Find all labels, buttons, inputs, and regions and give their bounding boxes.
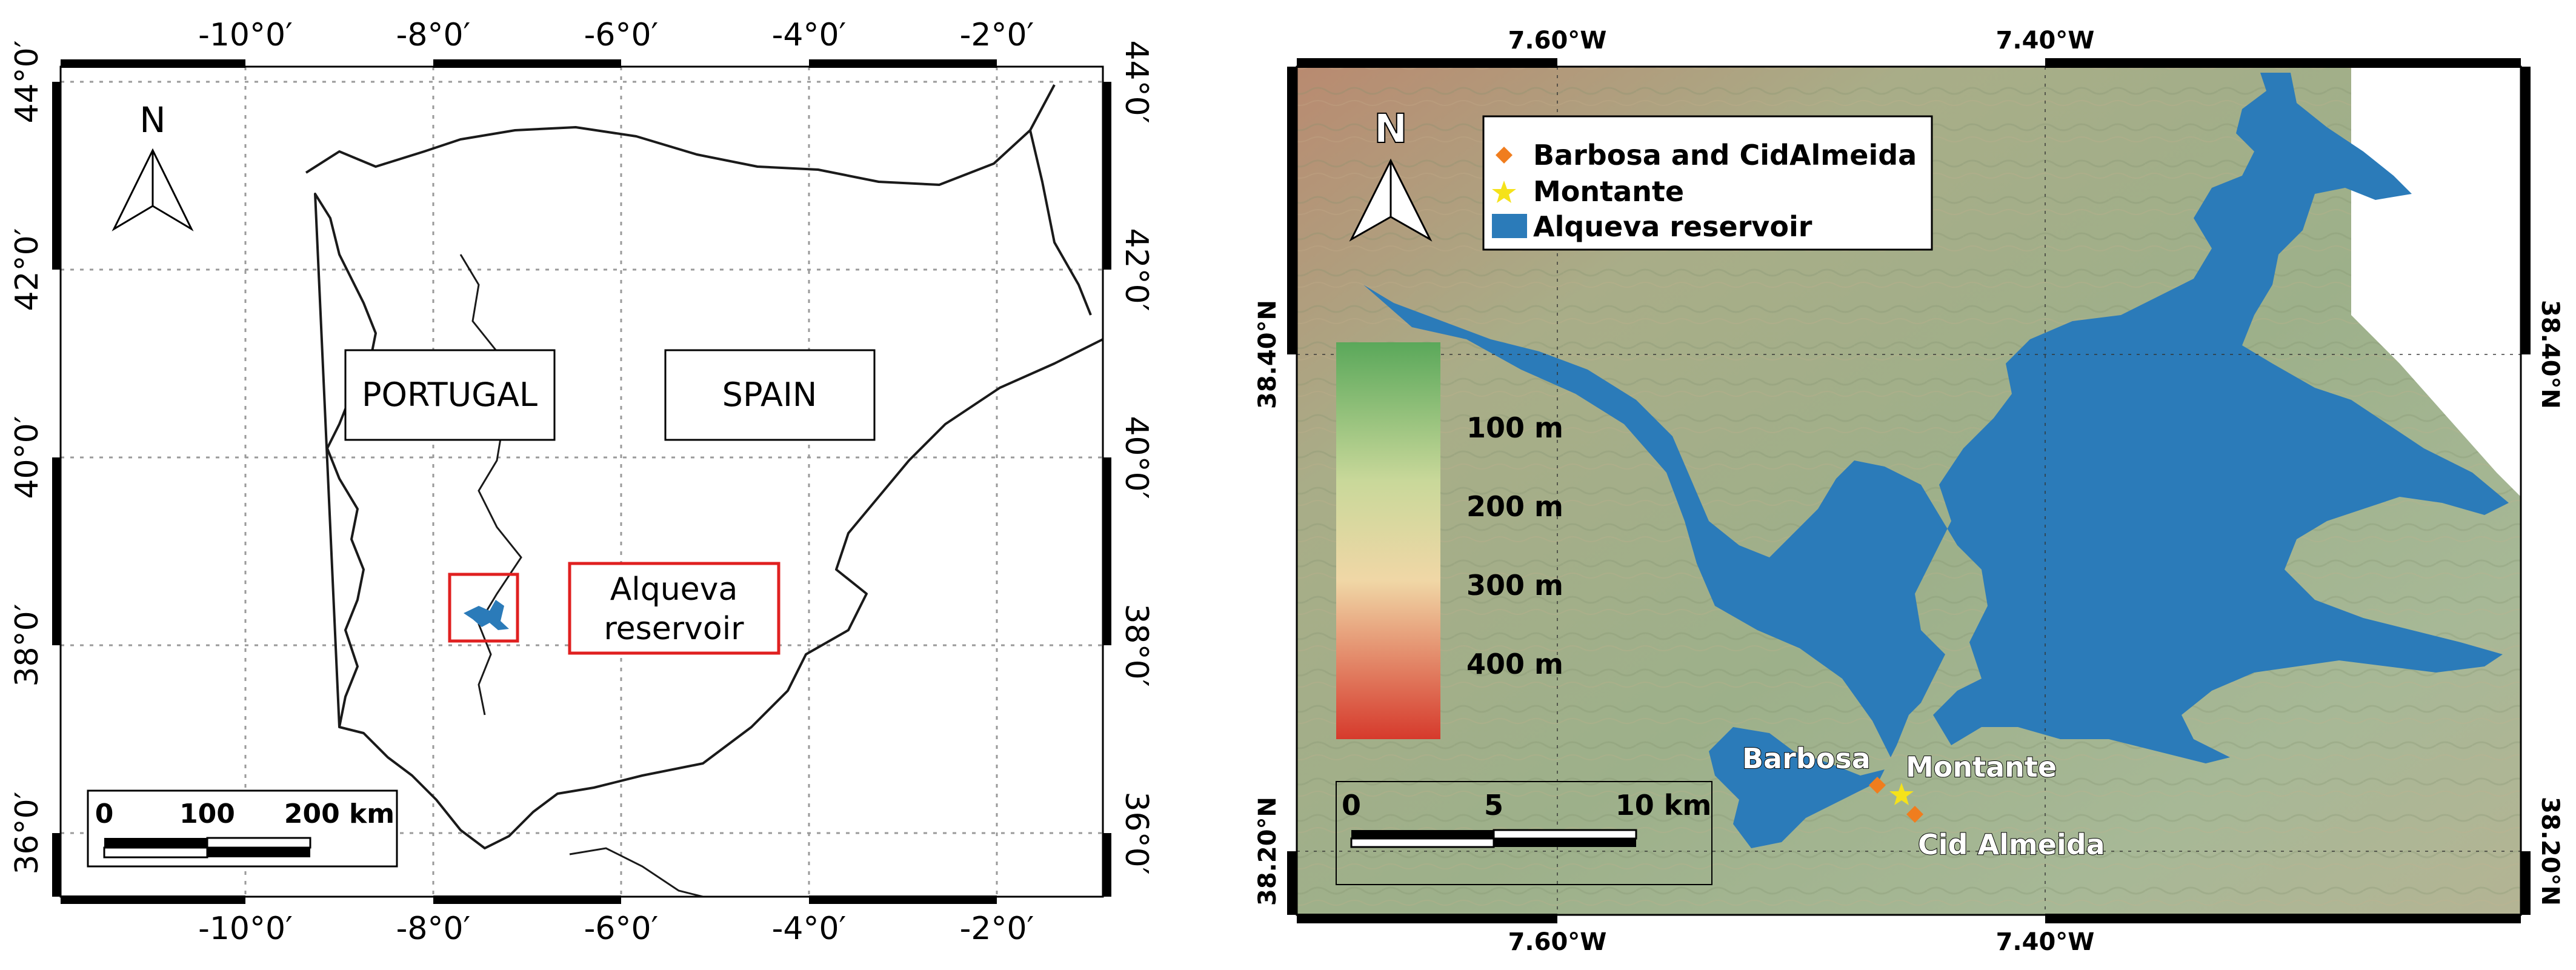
right-bottom-tick-2: 7.40°W [1996, 928, 2095, 956]
right-y-tick-labels-left: 38.40°N 38.20°N [1254, 300, 1282, 906]
right-scale-0: 0 [1342, 789, 1361, 822]
left-ytick-r-4: 38°0′ [1118, 603, 1154, 686]
left-top-tick-4: -4°0′ [772, 17, 847, 53]
legend-rect-icon [1492, 214, 1527, 238]
legend-label-reservoir: Alqueva reservoir [1533, 210, 1812, 243]
left-top-tick-1: -10°0′ [198, 17, 293, 53]
right-frame-ticks [1287, 58, 2531, 923]
left-bottom-tick-3: -6°0′ [584, 911, 659, 947]
left-ytick-r-1: 44°0′ [1118, 40, 1154, 123]
alqueva-reservoir-mini [464, 600, 509, 630]
spain-label-box: SPAIN [664, 349, 876, 441]
right-north-label: N [1374, 105, 1407, 152]
right-ytick-r-2: 38.20°N [2536, 797, 2564, 906]
left-ytick-r-5: 36°0′ [1118, 791, 1154, 874]
left-ytick-l-3: 40°0′ [9, 416, 45, 499]
legend-star-icon [1492, 181, 1516, 203]
right-bottom-tick-labels: 7.60°W 7.40°W [1508, 928, 2095, 956]
barbosa-diamond-icon [1869, 777, 1886, 794]
right-map-frame [1296, 65, 2522, 916]
site-label-cid-almeida: Cid Almeida [1918, 828, 2105, 861]
right-ytick-l-2: 38.20°N [1254, 797, 1282, 906]
right-top-tick-2: 7.40°W [1996, 27, 2095, 55]
iberia-overview-map: -10°0′ -8°0′ -6°0′ -4°0′ -2°0′ -10°0′ -8… [9, 17, 1154, 947]
gibraltar-coast [569, 847, 704, 898]
right-top-tick-1: 7.60°W [1508, 27, 1607, 55]
right-ytick-l-1: 38.40°N [1254, 300, 1282, 409]
left-bottom-tick-1: -10°0′ [198, 911, 293, 947]
alqueva-label-line1: Alqueva [610, 571, 738, 608]
alqueva-highlight-box [448, 573, 519, 643]
spain-label: SPAIN [722, 376, 817, 414]
montante-star-icon [1889, 783, 1914, 805]
right-ytick-r-1: 38.40°N [2536, 300, 2564, 409]
left-north-label: N [139, 99, 165, 141]
left-ytick-l-5: 36°0′ [9, 791, 45, 874]
left-top-tick-5: -2°0′ [960, 17, 1034, 53]
right-bottom-tick-1: 7.60°W [1508, 928, 1607, 956]
elevation-gradient [1336, 342, 1440, 739]
left-ytick-l-1: 44°0′ [9, 40, 45, 123]
legend-label-montante: Montante [1533, 175, 1684, 208]
alqueva-reservoir [1363, 73, 2509, 848]
left-scale-0: 0 [95, 799, 114, 829]
right-scale-5: 5 [1484, 789, 1503, 822]
right-north-arrow: N [1349, 105, 1433, 242]
left-scale-200: 200 km [284, 799, 394, 829]
left-ytick-l-2: 42°0′ [9, 228, 45, 311]
right-scale-10: 10 km [1616, 789, 1712, 822]
left-top-tick-3: -6°0′ [584, 17, 659, 53]
elevation-label-300: 300 m [1466, 569, 1563, 602]
left-top-tick-2: -8°0′ [396, 17, 471, 53]
left-frame-ticks [52, 59, 1111, 904]
left-ytick-l-4: 38°0′ [9, 603, 45, 686]
left-bottom-tick-2: -8°0′ [396, 911, 471, 947]
left-ytick-r-3: 40°0′ [1118, 416, 1154, 499]
cid-almeida-diamond-icon [1906, 806, 1923, 823]
elevation-label-100: 100 m [1466, 411, 1563, 444]
left-y-tick-labels-right: 44°0′ 42°0′ 40°0′ 38°0′ 36°0′ [1118, 40, 1154, 874]
left-y-tick-labels-left: 44°0′ 42°0′ 40°0′ 38°0′ 36°0′ [9, 40, 45, 874]
left-map-background [61, 67, 1103, 897]
right-top-tick-labels: 7.60°W 7.40°W [1508, 27, 2095, 55]
left-bottom-tick-labels: -10°0′ -8°0′ -6°0′ -4°0′ -2°0′ [198, 911, 1034, 947]
right-scale-bar: 0 5 10 km [1336, 781, 1712, 885]
elevation-label-400: 400 m [1466, 648, 1563, 680]
site-label-barbosa: Barbosa [1742, 742, 1871, 775]
left-bottom-tick-4: -4°0′ [772, 911, 847, 947]
alqueva-label-box: Alqueva reservoir [568, 562, 780, 655]
site-markers: Barbosa Montante Cid Almeida [1742, 742, 2106, 862]
left-top-tick-labels: -10°0′ -8°0′ -6°0′ -4°0′ -2°0′ [198, 17, 1034, 53]
iberia-coastline [305, 84, 1103, 849]
alqueva-detail-map: 7.60°W 7.40°W 7.60°W 7.40°W 38.40°N 38.2… [1254, 27, 2564, 956]
portugal-spain-border [459, 254, 522, 716]
right-y-tick-labels-right: 38.40°N 38.20°N [2536, 300, 2564, 906]
legend-diamond-icon [1496, 147, 1513, 164]
left-north-arrow: N [111, 99, 194, 231]
left-scale-100: 100 [179, 799, 235, 829]
elevation-label-200: 200 m [1466, 490, 1563, 523]
right-legend: Barbosa and CidAlmeida Montante Alqueva … [1482, 115, 1933, 251]
alqueva-label-line2: reservoir [604, 611, 744, 647]
portugal-label-box: PORTUGAL [344, 349, 556, 441]
left-scale-bar: 0 100 200 km [87, 789, 398, 868]
portugal-label: PORTUGAL [362, 376, 537, 414]
left-bottom-tick-5: -2°0′ [960, 911, 1034, 947]
right-graticule [1297, 67, 2521, 915]
legend-label-barbosa: Barbosa and CidAlmeida [1533, 139, 1917, 171]
left-ytick-r-2: 42°0′ [1118, 228, 1154, 311]
left-graticule [61, 67, 1103, 897]
site-label-montante: Montante [1906, 751, 2057, 783]
elevation-colorbar: 100 m 200 m 300 m 400 m [1336, 342, 1563, 739]
